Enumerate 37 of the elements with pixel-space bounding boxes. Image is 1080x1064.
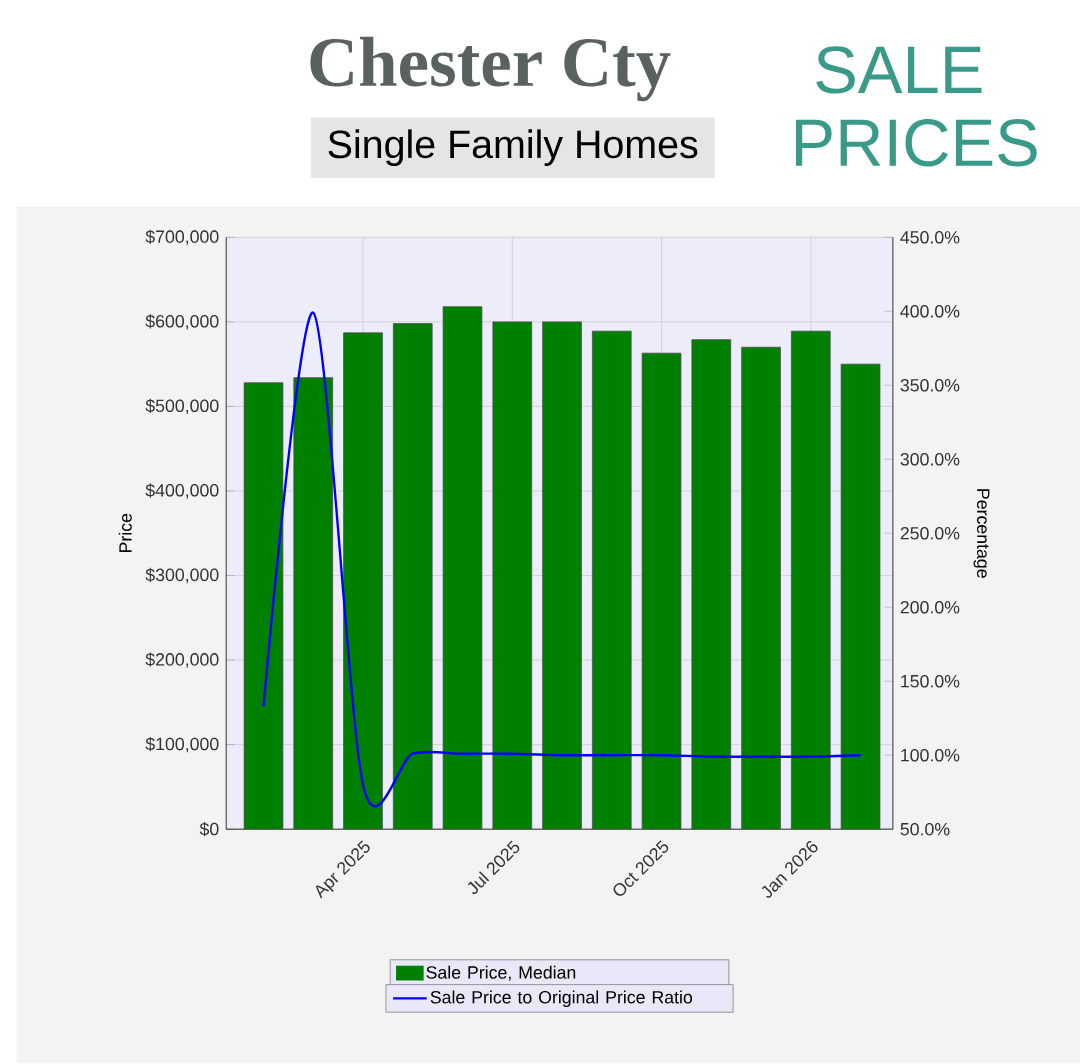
y-tick-label: $600,000 <box>145 314 219 330</box>
text: SALE PRICES <box>795 46 1037 167</box>
bar <box>790 331 831 830</box>
bar <box>293 377 334 830</box>
y-tick-label: $200,000 <box>145 652 219 668</box>
bar <box>492 321 533 830</box>
bar <box>343 332 383 830</box>
bar <box>741 347 781 830</box>
y-tick-label: $0 <box>199 822 219 837</box>
bar <box>392 323 433 830</box>
y2-tick-label: 450.0% <box>900 231 960 244</box>
y2-tick-label: 200.0% <box>900 601 960 614</box>
y-tick-label: $500,000 <box>145 398 219 415</box>
bar <box>542 321 582 830</box>
bar <box>442 306 483 830</box>
y2-tick-label: 350.0% <box>900 379 960 392</box>
y2-tick-label: 250.0% <box>900 527 960 540</box>
y2-tick-label: 150.0% <box>901 675 960 688</box>
chart-subtitle: Single Family Homes <box>328 129 698 167</box>
bar <box>691 339 732 830</box>
bar <box>591 331 632 830</box>
y2-tick-label: 400.0% <box>900 305 960 318</box>
y2-tick-label: 100.0% <box>901 749 960 762</box>
y-tick-label: $300,000 <box>145 568 219 584</box>
bar <box>243 382 284 830</box>
y-tick-label: $400,000 <box>145 483 219 499</box>
chart-title: Chester Cty <box>310 36 671 102</box>
y-tick-label: $100,000 <box>145 737 219 753</box>
bar <box>840 363 881 830</box>
bar <box>641 352 682 830</box>
legend-label: Sale Price, Median <box>426 965 576 982</box>
y2-axis-title: Percentage <box>973 489 990 579</box>
y-tick-label: $700,000 <box>145 229 219 246</box>
legend-label: Sale Price to Original Price Ratio <box>430 990 693 1008</box>
y2-tick-label: 50.0% <box>900 823 950 836</box>
y-axis-title: Price <box>118 514 132 553</box>
y2-tick-label: 300.0% <box>900 453 960 466</box>
